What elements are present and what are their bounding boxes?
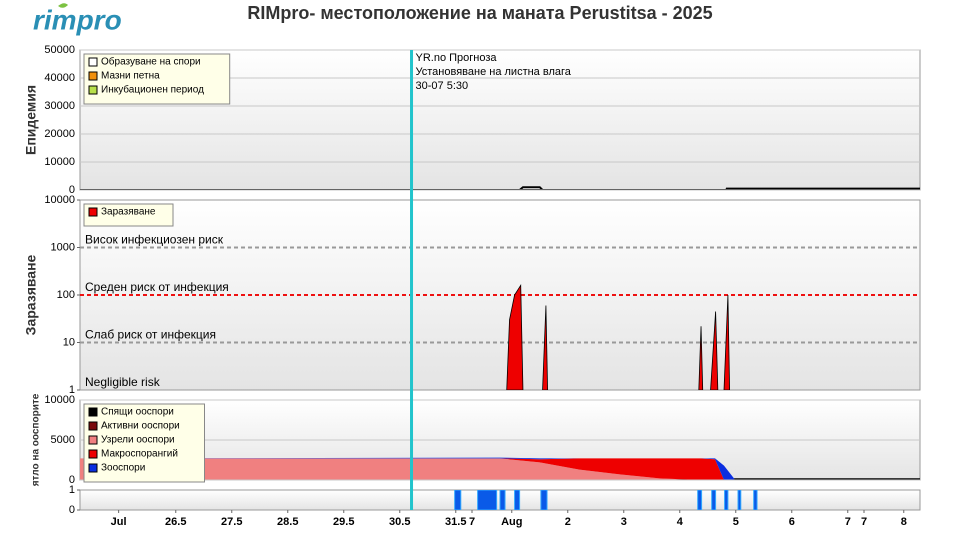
y-axis-label: Заразяване xyxy=(23,254,39,335)
x-tick-label: 28.5 xyxy=(277,516,298,528)
y-tick-label: 5000 xyxy=(51,434,75,446)
wet-interval xyxy=(737,490,742,510)
wet-interval xyxy=(724,490,729,510)
x-tick-label: 2 xyxy=(565,516,571,528)
wet-interval xyxy=(477,490,498,510)
legend-label: Заразяване xyxy=(101,207,156,218)
x-tick-label: 4 xyxy=(677,516,684,528)
y-tick-label: 20000 xyxy=(44,128,75,140)
legend-swatch xyxy=(88,435,98,445)
wet-interval xyxy=(753,490,758,510)
y-tick-label: 10000 xyxy=(44,194,75,206)
legend-label: Спящи ооспори xyxy=(101,407,174,418)
y-tick-label: 10000 xyxy=(44,156,75,168)
legend-label: Образуване на спори xyxy=(101,56,201,68)
reference-label: Висок инфекциозен риск xyxy=(85,233,224,247)
annotation: YR.no Прогноза xyxy=(416,52,498,64)
y-tick-label: 40000 xyxy=(44,72,75,84)
x-tick-label: 7 xyxy=(469,516,475,528)
wet-interval xyxy=(514,490,521,510)
x-tick-label: Jul xyxy=(111,516,127,528)
y-tick-label: 1000 xyxy=(51,241,75,253)
legend-label: Зооспори xyxy=(101,463,145,474)
x-tick-label: 6 xyxy=(789,516,795,528)
x-tick-label: 31.5 xyxy=(445,516,466,528)
x-tick-label: 7 xyxy=(861,516,867,528)
x-tick-label: 27.5 xyxy=(221,516,242,528)
logo: rimpro xyxy=(33,4,122,35)
y-tick-label: 100 xyxy=(57,289,75,301)
annotation: 30-07 5:30 xyxy=(416,80,469,92)
plot-area xyxy=(80,246,920,390)
y-tick-label: 10 xyxy=(63,336,75,348)
chart-title: RIMpro- местоположение на маната Perusti… xyxy=(247,3,712,23)
x-tick-label: 29.5 xyxy=(333,516,354,528)
y-tick-label: 1 xyxy=(69,384,75,396)
reference-label: Среден риск от инфекция xyxy=(85,280,229,294)
wet-interval xyxy=(540,490,548,510)
y-tick-label: 0 xyxy=(69,504,75,516)
legend-swatch xyxy=(88,463,98,473)
wet-interval xyxy=(711,490,717,510)
reference-label: Слаб риск от инфекция xyxy=(85,328,216,342)
legend-swatch xyxy=(88,407,98,417)
y-axis-label: ятло на ооспорите xyxy=(31,393,42,486)
legend-label: Макроспорангий xyxy=(101,449,178,460)
y-axis-label: Епидемия xyxy=(23,85,39,155)
legend-box xyxy=(83,403,205,483)
stacked-area xyxy=(80,458,920,480)
legend-swatch xyxy=(88,421,98,431)
legend-box xyxy=(83,53,231,105)
legend-label: Узрели ооспори xyxy=(101,435,175,446)
wet-interval xyxy=(697,490,703,510)
y-tick-label: 0 xyxy=(69,184,75,196)
plot-area xyxy=(454,490,758,510)
wet-interval xyxy=(499,490,506,510)
x-tick-label: 5 xyxy=(733,516,739,528)
x-tick-label: 26.5 xyxy=(165,516,186,528)
logo-leaf xyxy=(58,3,68,8)
reference-label: Negligible risk xyxy=(85,375,161,389)
wet-interval xyxy=(454,490,462,510)
y-tick-label: 50000 xyxy=(44,44,75,56)
y-tick-label: 0 xyxy=(69,474,75,486)
legend-label: Мазни петна xyxy=(101,71,160,82)
stacked-area xyxy=(80,458,920,480)
y-tick-label: 30000 xyxy=(44,100,75,112)
legend-swatch xyxy=(88,85,98,95)
x-tick-label: Aug xyxy=(501,516,522,528)
x-tick-label: 7 xyxy=(845,516,851,528)
annotation: Установяване на листна влага xyxy=(416,66,572,78)
legend-label: Инкубационен период xyxy=(101,84,204,96)
legend-box xyxy=(83,203,174,227)
legend-swatch xyxy=(88,207,98,217)
y-tick-label: 1 xyxy=(69,484,75,496)
x-tick-label: 8 xyxy=(901,516,907,528)
legend-swatch xyxy=(88,71,98,81)
x-tick-label: 30.5 xyxy=(389,516,410,528)
y-tick-label: 10000 xyxy=(44,394,75,406)
x-tick-label: 3 xyxy=(621,516,627,528)
legend-swatch xyxy=(88,449,98,459)
legend-label: Активни ооспори xyxy=(101,421,180,432)
legend-swatch xyxy=(88,57,98,67)
